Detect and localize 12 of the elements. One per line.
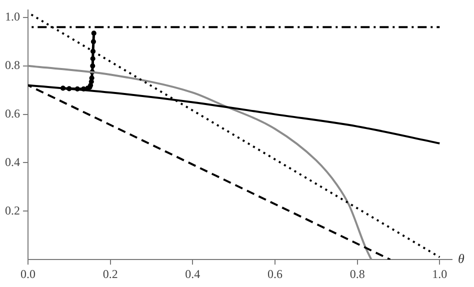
x-tick-label: 0.8 [350, 266, 365, 281]
y-tick-label: 1.0 [5, 10, 20, 24]
x-tick-label: 0.6 [267, 266, 282, 281]
y-tick-label: 0.2 [5, 203, 20, 218]
y-tick-label: 0.4 [5, 154, 20, 169]
x-tick-label: 0.2 [102, 266, 118, 281]
y-tick-label: 0.8 [5, 58, 20, 72]
x-tick-label: 0.4 [185, 266, 200, 281]
x-tick-label: 0.0 [20, 266, 36, 281]
x-tick-label: 1.0 [432, 266, 448, 281]
x-axis-title: θ [458, 251, 465, 266]
y-tick-label: 0.6 [5, 106, 20, 120]
